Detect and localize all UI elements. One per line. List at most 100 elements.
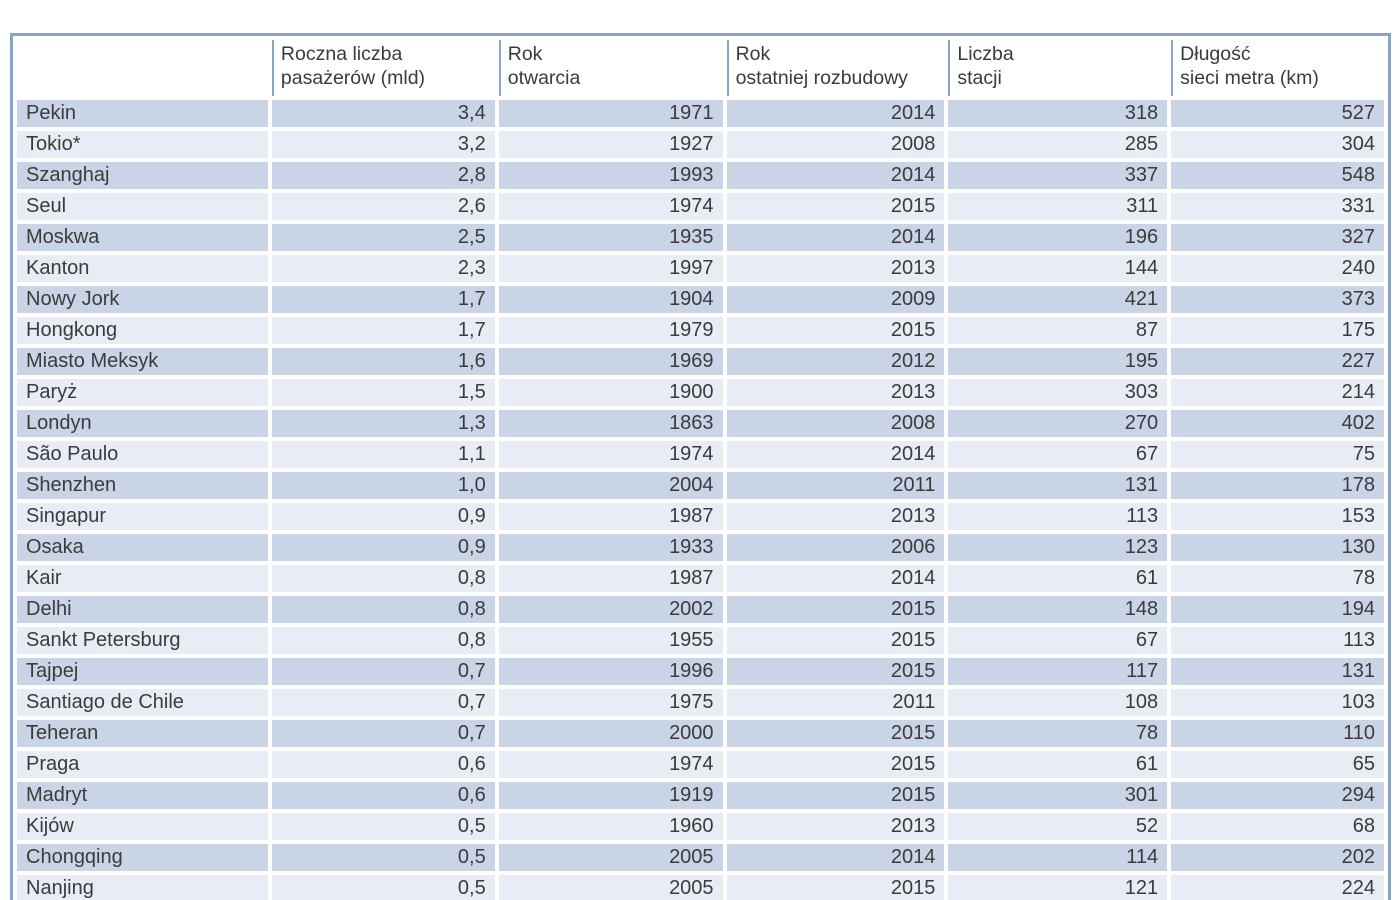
cell-year-last-expansion: 2009 (726, 286, 945, 313)
cell-network-length-km: 214 (1171, 379, 1384, 406)
cell-year-opened: 1987 (498, 503, 723, 530)
table-row: Chongqing 0,5 2005 2014 114 202 (17, 844, 1384, 871)
cell-year-opened: 1904 (498, 286, 723, 313)
table-row: Praga 0,6 1974 2015 61 65 (17, 751, 1384, 778)
cell-station-count: 52 (948, 813, 1168, 840)
column-header-year-opened: Rok otwarcia (498, 40, 723, 96)
cell-network-length-km: 202 (1171, 844, 1384, 871)
cell-city: Shenzhen (17, 472, 268, 499)
cell-station-count: 61 (948, 565, 1168, 592)
column-header-city (17, 40, 268, 96)
cell-network-length-km: 527 (1171, 100, 1384, 127)
table-row: Hongkong 1,7 1979 2015 87 175 (17, 317, 1384, 344)
cell-year-last-expansion: 2011 (726, 689, 945, 716)
cell-year-opened: 1900 (498, 379, 723, 406)
cell-city: São Paulo (17, 441, 268, 468)
cell-network-length-km: 175 (1171, 317, 1384, 344)
cell-annual-passengers-mld: 1,6 (271, 348, 495, 375)
cell-station-count: 108 (948, 689, 1168, 716)
cell-city: Nowy Jork (17, 286, 268, 313)
cell-year-last-expansion: 2013 (726, 503, 945, 530)
cell-annual-passengers-mld: 1,5 (271, 379, 495, 406)
cell-network-length-km: 327 (1171, 224, 1384, 251)
cell-network-length-km: 227 (1171, 348, 1384, 375)
cell-city: Paryż (17, 379, 268, 406)
column-header-annual-passengers-mld: Roczna liczba pasażerów (mld) (271, 40, 495, 96)
cell-city: Osaka (17, 534, 268, 561)
cell-city: Sankt Petersburg (17, 627, 268, 654)
cell-year-opened: 1955 (498, 627, 723, 654)
cell-year-last-expansion: 2015 (726, 658, 945, 685)
cell-year-opened: 1863 (498, 410, 723, 437)
cell-year-last-expansion: 2012 (726, 348, 945, 375)
cell-station-count: 303 (948, 379, 1168, 406)
table-row: Tokio* 3,2 1927 2008 285 304 (17, 131, 1384, 158)
cell-city: Santiago de Chile (17, 689, 268, 716)
cell-year-last-expansion: 2013 (726, 255, 945, 282)
cell-station-count: 121 (948, 875, 1168, 900)
cell-network-length-km: 373 (1171, 286, 1384, 313)
cell-year-last-expansion: 2011 (726, 472, 945, 499)
cell-station-count: 311 (948, 193, 1168, 220)
table-row: Tajpej 0,7 1996 2015 117 131 (17, 658, 1384, 685)
cell-network-length-km: 548 (1171, 162, 1384, 189)
cell-city: Szanghaj (17, 162, 268, 189)
cell-annual-passengers-mld: 3,2 (271, 131, 495, 158)
cell-annual-passengers-mld: 1,3 (271, 410, 495, 437)
cell-annual-passengers-mld: 0,5 (271, 844, 495, 871)
table-row: Kijów 0,5 1960 2013 52 68 (17, 813, 1384, 840)
cell-annual-passengers-mld: 2,8 (271, 162, 495, 189)
cell-annual-passengers-mld: 0,8 (271, 565, 495, 592)
table-row: Sankt Petersburg 0,8 1955 2015 67 113 (17, 627, 1384, 654)
cell-year-opened: 1987 (498, 565, 723, 592)
cell-city: Madryt (17, 782, 268, 809)
table-row: Teheran 0,7 2000 2015 78 110 (17, 720, 1384, 747)
column-header-year-last-expansion: Rok ostatniej rozbudowy (726, 40, 945, 96)
cell-year-opened: 2000 (498, 720, 723, 747)
cell-year-opened: 1975 (498, 689, 723, 716)
cell-annual-passengers-mld: 1,7 (271, 317, 495, 344)
cell-station-count: 61 (948, 751, 1168, 778)
cell-year-opened: 2002 (498, 596, 723, 623)
cell-year-last-expansion: 2014 (726, 441, 945, 468)
cell-network-length-km: 402 (1171, 410, 1384, 437)
cell-station-count: 113 (948, 503, 1168, 530)
cell-year-opened: 1935 (498, 224, 723, 251)
cell-station-count: 131 (948, 472, 1168, 499)
cell-city: Kair (17, 565, 268, 592)
cell-city: Pekin (17, 100, 268, 127)
cell-year-opened: 2004 (498, 472, 723, 499)
cell-network-length-km: 78 (1171, 565, 1384, 592)
cell-annual-passengers-mld: 0,5 (271, 875, 495, 900)
cell-annual-passengers-mld: 3,4 (271, 100, 495, 127)
cell-year-opened: 1971 (498, 100, 723, 127)
cell-year-opened: 1927 (498, 131, 723, 158)
cell-annual-passengers-mld: 0,7 (271, 720, 495, 747)
cell-year-last-expansion: 2015 (726, 782, 945, 809)
cell-year-last-expansion: 2015 (726, 596, 945, 623)
cell-annual-passengers-mld: 1,0 (271, 472, 495, 499)
table-header: Roczna liczba pasażerów (mld) Rok otwarci… (17, 40, 1384, 96)
cell-year-opened: 2005 (498, 844, 723, 871)
table-row: Kair 0,8 1987 2014 61 78 (17, 565, 1384, 592)
cell-year-last-expansion: 2006 (726, 534, 945, 561)
table-row: Paryż 1,5 1900 2013 303 214 (17, 379, 1384, 406)
table-row: Pekin 3,4 1971 2014 318 527 (17, 100, 1384, 127)
table-row: Madryt 0,6 1919 2015 301 294 (17, 782, 1384, 809)
cell-network-length-km: 131 (1171, 658, 1384, 685)
cell-year-opened: 1974 (498, 751, 723, 778)
cell-network-length-km: 240 (1171, 255, 1384, 282)
table-row: Kanton 2,3 1997 2013 144 240 (17, 255, 1384, 282)
cell-annual-passengers-mld: 0,7 (271, 689, 495, 716)
cell-network-length-km: 130 (1171, 534, 1384, 561)
cell-annual-passengers-mld: 2,3 (271, 255, 495, 282)
table-row: Londyn 1,3 1863 2008 270 402 (17, 410, 1384, 437)
cell-station-count: 67 (948, 441, 1168, 468)
cell-city: Kanton (17, 255, 268, 282)
table-row: Santiago de Chile 0,7 1975 2011 108 103 (17, 689, 1384, 716)
table-row: Singapur 0,9 1987 2013 113 153 (17, 503, 1384, 530)
cell-city: Delhi (17, 596, 268, 623)
cell-year-last-expansion: 2013 (726, 379, 945, 406)
cell-year-last-expansion: 2014 (726, 100, 945, 127)
table-row: Moskwa 2,5 1935 2014 196 327 (17, 224, 1384, 251)
